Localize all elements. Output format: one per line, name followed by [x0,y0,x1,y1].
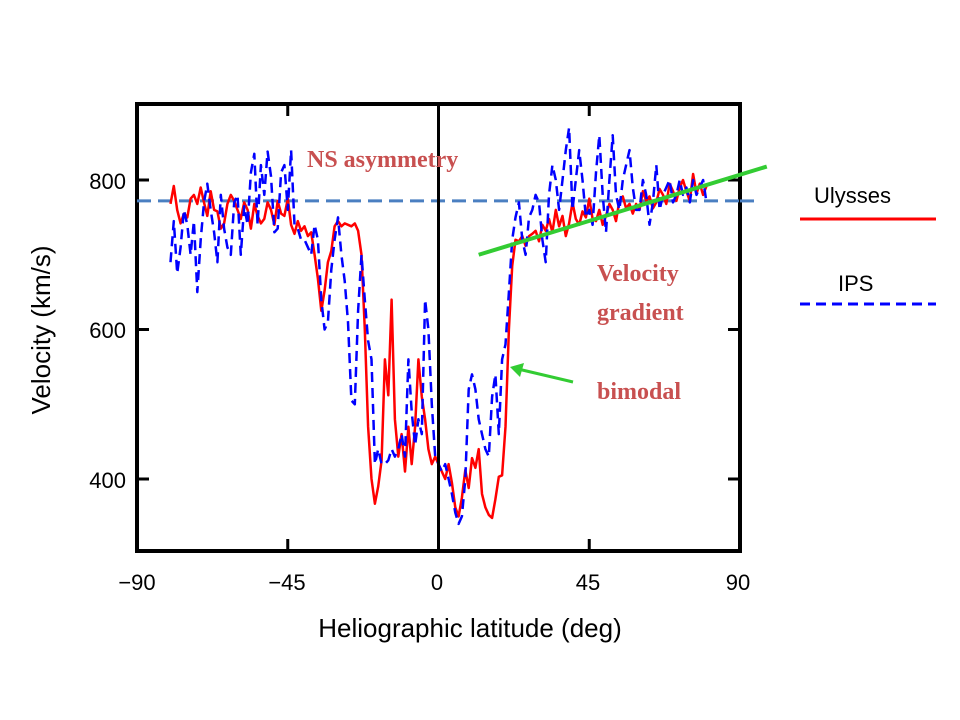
annotation-bimodal: bimodal [597,379,681,405]
x-tick-label: 45 [576,570,600,595]
legend-label-ulysses: Ulysses [814,183,891,208]
y-tick-label: 800 [89,169,126,194]
legend-label-ips: IPS [838,271,873,296]
x-tick-label: 0 [431,570,443,595]
trend-line [478,164,768,257]
y-tick-label: 600 [89,318,126,343]
annotation-gradient: gradient [597,300,684,326]
bimodal-arrow [510,363,574,384]
x-tick-label: −90 [118,570,155,595]
x-axis-label: Heliographic latitude (deg) [318,613,622,643]
x-tick-label: −45 [268,570,305,595]
x-tick-label: 90 [726,570,750,595]
annotation-ns-asymmetry: NS asymmetry [307,147,458,173]
annotation-velocity: Velocity [597,261,679,287]
legend: Ulysses IPS [800,183,936,306]
y-axis-label: Velocity (km/s) [26,245,56,414]
y-tick-label: 400 [89,468,126,493]
